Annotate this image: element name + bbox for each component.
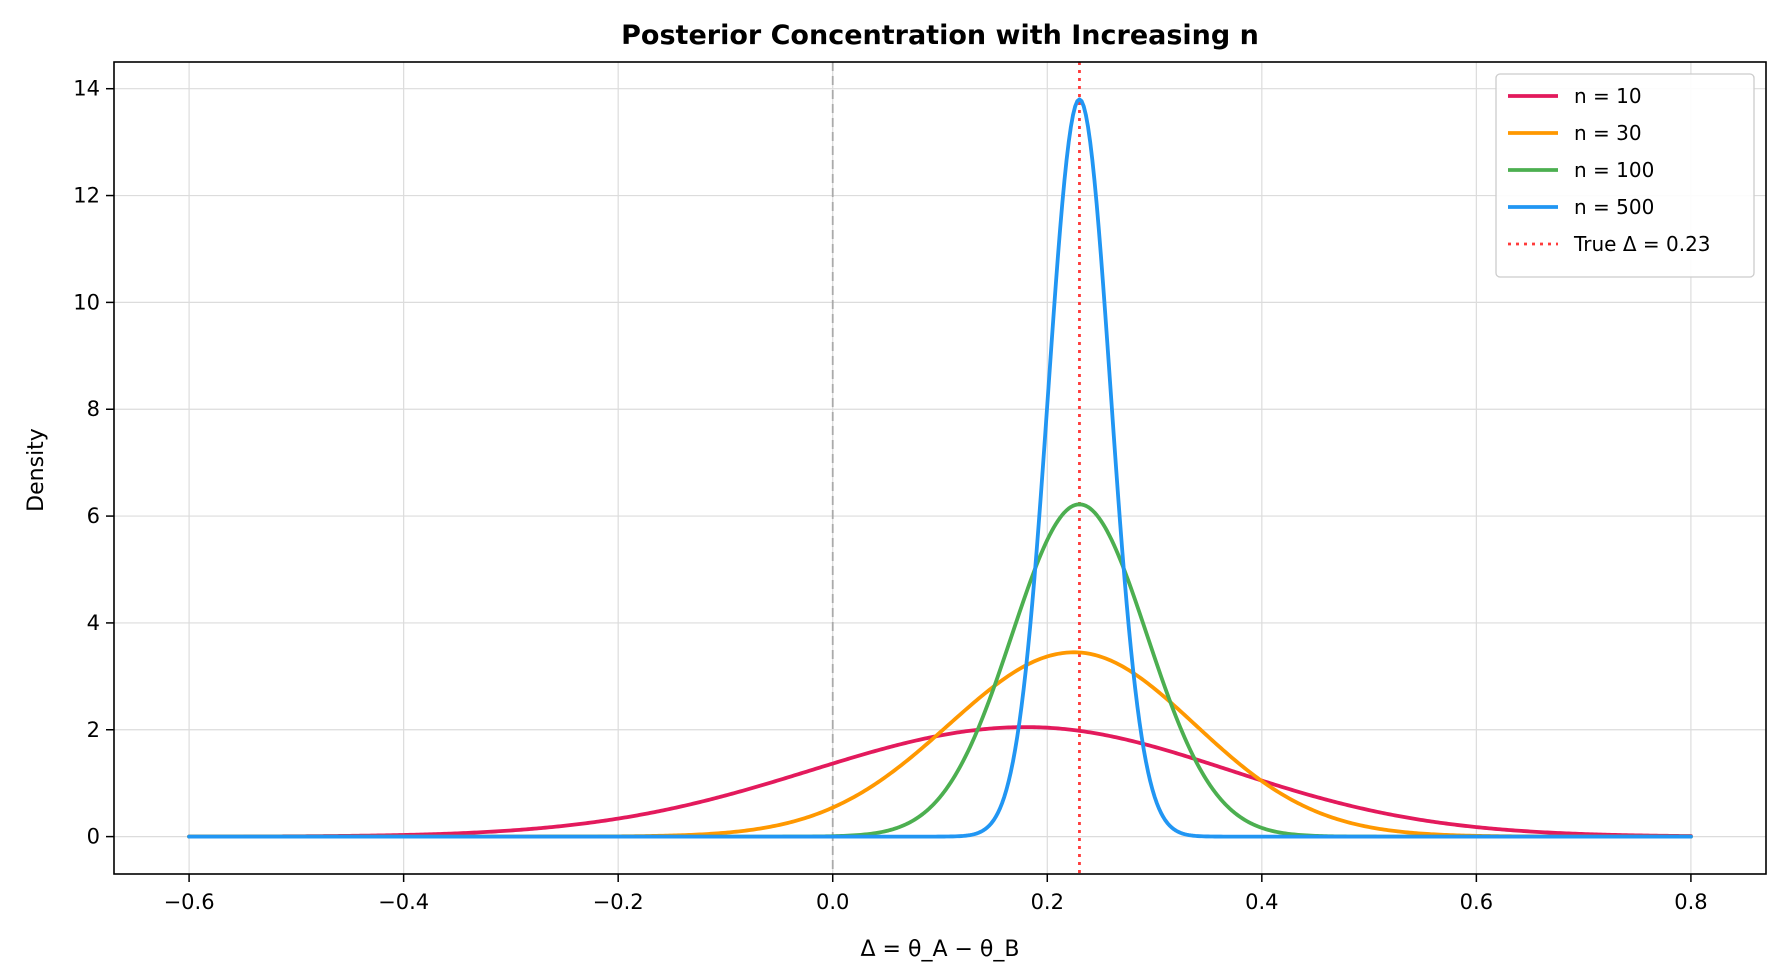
legend-label: n = 500 (1574, 195, 1654, 219)
legend-label: n = 100 (1574, 158, 1654, 182)
y-tick-label: 0 (87, 825, 100, 849)
x-tick-label: −0.2 (593, 890, 644, 914)
series-line-1 (187, 725, 1693, 839)
reference-lines (831, 62, 1081, 874)
y-tick-label: 2 (87, 718, 100, 742)
y-axis-ticks: 0 2 4 6 8 10 12 14 (73, 77, 114, 849)
x-tick-label: −0.6 (164, 890, 215, 914)
legend-box (1495, 73, 1755, 278)
y-tick-label: 4 (87, 611, 100, 635)
series-lines (187, 97, 1693, 839)
y-tick-label: 8 (87, 397, 100, 421)
x-axis-label: Δ = θ_A − θ_B (861, 937, 1020, 962)
legend: n = 10 n = 30 n = 100 n = 500 True Δ = 0.23 (1495, 73, 1755, 278)
x-tick-label: −0.4 (378, 890, 429, 914)
x-tick-label: 0.8 (1674, 890, 1707, 914)
legend-label: n = 30 (1574, 121, 1642, 145)
x-tick-label: 0.0 (816, 890, 849, 914)
chart-title: Posterior Concentration with Increasing … (621, 20, 1259, 51)
y-tick-label: 14 (73, 77, 100, 101)
x-axis-ticks: −0.6 −0.4 −0.2 0.0 0.2 0.4 0.6 0.8 (164, 874, 1708, 914)
y-tick-label: 6 (87, 504, 100, 528)
x-tick-label: 0.4 (1245, 890, 1278, 914)
legend-label: n = 10 (1574, 84, 1642, 108)
y-axis-label: Density (24, 428, 49, 512)
legend-label: True Δ = 0.23 (1573, 232, 1711, 256)
x-tick-label: 0.6 (1460, 890, 1493, 914)
y-tick-label: 10 (73, 290, 100, 314)
x-tick-label: 0.2 (1031, 890, 1064, 914)
series-line-4 (187, 97, 1693, 839)
plot-frame (113, 61, 1767, 875)
y-tick-label: 12 (73, 184, 100, 208)
